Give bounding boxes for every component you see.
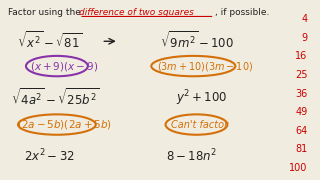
Text: $\sqrt{x^2}-\sqrt{81}$: $\sqrt{x^2}-\sqrt{81}$ [17, 31, 83, 52]
Text: 49: 49 [295, 107, 308, 117]
Text: , if possible.: , if possible. [215, 8, 269, 17]
Text: $\sqrt{4a^2}-\sqrt{25b^2}$: $\sqrt{4a^2}-\sqrt{25b^2}$ [11, 87, 99, 109]
Text: 25: 25 [295, 70, 308, 80]
Text: Factor using the: Factor using the [8, 8, 84, 17]
Text: $8-18n^2$: $8-18n^2$ [166, 148, 218, 165]
Text: $(x+9)(x-9)$: $(x+9)(x-9)$ [30, 60, 98, 73]
Text: difference of two squares: difference of two squares [79, 8, 194, 17]
Text: 81: 81 [295, 144, 308, 154]
Text: 9: 9 [301, 33, 308, 43]
Text: $(3m+10)(3m-10)$: $(3m+10)(3m-10)$ [157, 60, 253, 73]
Text: $(2a-5b)(2a+5b)$: $(2a-5b)(2a+5b)$ [17, 118, 112, 131]
Text: 16: 16 [295, 51, 308, 61]
Text: 4: 4 [301, 14, 308, 24]
Text: $2x^2-32$: $2x^2-32$ [24, 148, 75, 165]
Text: $\sqrt{9m^2}-100$: $\sqrt{9m^2}-100$ [160, 31, 234, 52]
Text: Can't factor: Can't factor [171, 120, 228, 130]
Text: 36: 36 [295, 89, 308, 98]
Text: 100: 100 [289, 163, 308, 173]
Text: $y^2+100$: $y^2+100$ [176, 88, 227, 108]
Text: 64: 64 [295, 126, 308, 136]
